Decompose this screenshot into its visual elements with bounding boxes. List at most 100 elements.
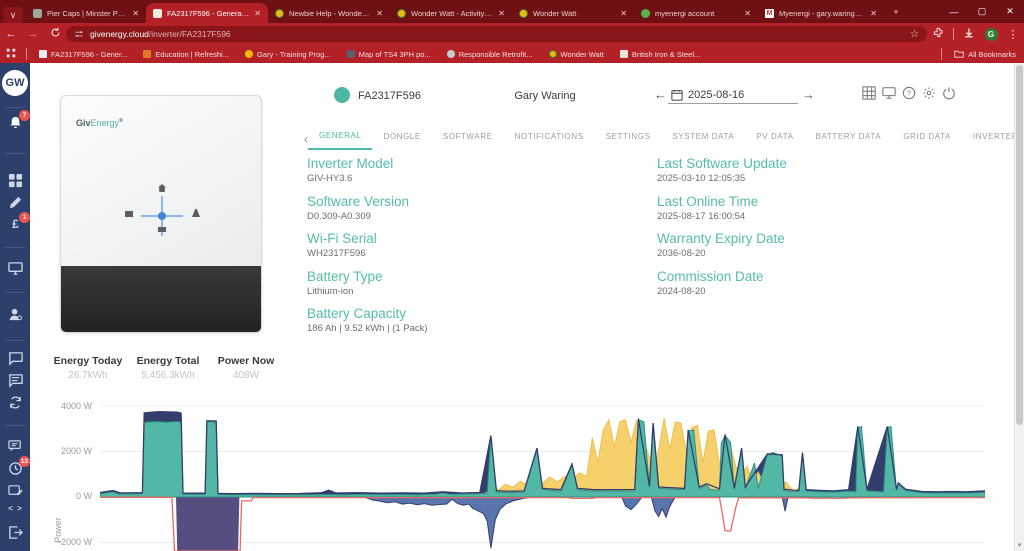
apps-grid-icon[interactable] (0, 48, 22, 60)
bookmark-item[interactable]: Education | Refreshi... (135, 50, 237, 59)
maximize-button[interactable]: ▢ (968, 0, 996, 23)
next-day-button[interactable]: → (802, 87, 815, 102)
power-chart-svg[interactable] (100, 395, 985, 551)
new-tab-button[interactable]: + (884, 0, 908, 23)
close-icon[interactable]: ✕ (376, 9, 383, 18)
close-icon[interactable]: ✕ (744, 9, 751, 18)
scroll-down-icon[interactable]: ▾ (1015, 541, 1024, 549)
tab-system-data[interactable]: SYSTEM DATA (661, 128, 745, 149)
pencil-icon[interactable] (8, 195, 23, 210)
calendar-icon[interactable] (671, 89, 683, 101)
browser-tab[interactable]: myenergi account ✕ (634, 3, 758, 23)
pound-icon[interactable]: £ 1 (8, 217, 23, 232)
close-icon[interactable]: ✕ (254, 9, 261, 18)
tab-battery-data[interactable]: BATTERY DATA (805, 128, 893, 149)
close-icon[interactable]: ✕ (498, 9, 505, 18)
forward-icon[interactable]: → (22, 28, 44, 40)
gmail-favicon: M (765, 9, 774, 18)
detail-value: GIV-HY3.6 (307, 173, 352, 184)
monitor-icon[interactable] (882, 86, 896, 100)
browser-toolbar: ← → givenergy.cloud/inverter/FA2317F596 … (0, 23, 1024, 45)
dashboard-icon[interactable] (8, 173, 23, 188)
comment-icon[interactable] (8, 373, 23, 388)
close-icon[interactable]: ✕ (132, 9, 139, 18)
stat-power-now: Power Now408W (206, 355, 286, 381)
back-icon[interactable]: ← (0, 28, 22, 40)
bookmark-star-icon[interactable]: ☆ (910, 29, 919, 40)
browser-tab[interactable]: Pier Caps | Minster Paving | Wa ✕ (26, 3, 146, 23)
browser-tab[interactable]: Newbie Help - Wonder Watt C ✕ (268, 3, 390, 23)
address-bar[interactable]: givenergy.cloud/inverter/FA2317F596 ☆ (66, 26, 927, 42)
code-icon[interactable]: < > (8, 504, 23, 519)
browser-menu-icon[interactable]: ⋮ (1002, 28, 1024, 41)
browser-tab[interactable]: M Myenergi - gary.waring7@gm ✕ (758, 3, 884, 23)
bookmark-favicon (245, 50, 253, 58)
bookmark-item[interactable]: Gary - Training Prog... (237, 50, 339, 59)
logout-icon[interactable] (8, 525, 23, 540)
bookmark-favicon (549, 50, 557, 58)
sync-icon[interactable] (8, 395, 23, 410)
bookmark-item[interactable]: FA2317F596 - Gener... (31, 50, 135, 59)
bookmark-item[interactable]: Responsible Retrofit... (439, 50, 541, 59)
givenergy-logo: GivEnergy® (76, 118, 123, 128)
site-settings-icon[interactable] (74, 29, 84, 39)
toolbar-divider (953, 28, 954, 40)
series-battery-night-charge (176, 497, 239, 551)
tab-dongle[interactable]: DONGLE (372, 128, 431, 149)
givenergy-favicon (153, 9, 162, 18)
detail-label: Last Online Time (657, 194, 758, 209)
browser-tab[interactable]: Wonder Watt ✕ (512, 3, 634, 23)
prev-day-button[interactable]: ← (654, 87, 667, 102)
detail-label: Battery Capacity (307, 306, 406, 321)
tab-notifications[interactable]: NOTIFICATIONS (504, 128, 595, 149)
bell-icon[interactable]: 7 (8, 115, 23, 130)
tab-search-icon[interactable]: ∨ (3, 7, 23, 23)
solar-panel-icon (125, 211, 133, 217)
history-clock-icon[interactable]: 13 (8, 461, 23, 476)
detail-label: Battery Type (307, 269, 383, 284)
close-icon[interactable]: ✕ (620, 9, 627, 18)
detail-label: Commission Date (657, 269, 764, 284)
notes-icon[interactable] (8, 483, 23, 498)
tab-grid-data[interactable]: GRID DATA (892, 128, 962, 149)
scrollbar-thumb[interactable] (1016, 65, 1023, 425)
help-icon[interactable]: ? (902, 86, 916, 100)
tab-general[interactable]: GENERAL (308, 127, 372, 150)
bookmark-item[interactable]: Wonder Watt (541, 50, 612, 59)
table-icon[interactable] (862, 86, 876, 100)
date-field[interactable]: 2025-08-16 (688, 89, 744, 101)
detail-value: 2025-08-17 16:00:54 (657, 211, 745, 222)
browser-tab[interactable]: Wonder Watt - Activity Log ✕ (390, 3, 512, 23)
browser-tab-active[interactable]: FA2317F596 - General | givene ✕ (146, 3, 268, 23)
bookmark-favicon (39, 50, 47, 58)
tab-title: myenergi account (655, 9, 739, 18)
bookmark-item[interactable]: British Iron & Steel... (612, 50, 708, 59)
tab-title: Wonder Watt - Activity Log (411, 9, 493, 18)
close-icon[interactable]: ✕ (870, 9, 877, 18)
bookmark-item[interactable]: Map of TS4 3PH po... (339, 50, 439, 59)
tab-pv-data[interactable]: PV DATA (745, 128, 804, 149)
tab-software[interactable]: SOFTWARE (432, 128, 504, 149)
support-chat-icon[interactable] (8, 439, 23, 454)
account-icon[interactable] (8, 307, 23, 322)
avatar[interactable]: GW (2, 70, 28, 96)
power-icon[interactable] (942, 86, 956, 100)
downloads-icon[interactable] (958, 27, 980, 42)
settings-icon[interactable] (922, 86, 936, 100)
extensions-icon[interactable] (927, 27, 949, 41)
all-bookmarks-button[interactable]: All Bookmarks (946, 49, 1024, 59)
profile-avatar[interactable]: G (980, 28, 1002, 41)
chat-icon[interactable] (8, 351, 23, 366)
owner-name: Gary Waring (465, 90, 625, 102)
monitor-icon[interactable] (8, 261, 23, 276)
close-window-button[interactable]: ✕ (996, 0, 1024, 23)
stat-energy-total: Energy Total5,456.3kWh (128, 355, 208, 381)
detail-value: 186 Ah | 9.52 kWh | (1 Pack) (307, 323, 428, 334)
y-tick-label: -2000 W (32, 537, 92, 547)
page-scrollbar[interactable]: ▾ (1014, 63, 1024, 551)
reload-icon[interactable] (44, 27, 66, 41)
tab-settings[interactable]: SETTINGS (595, 128, 662, 149)
history-badge: 13 (19, 456, 30, 467)
detail-value: 2036-08-20 (657, 248, 706, 259)
minimize-button[interactable]: — (940, 0, 968, 23)
